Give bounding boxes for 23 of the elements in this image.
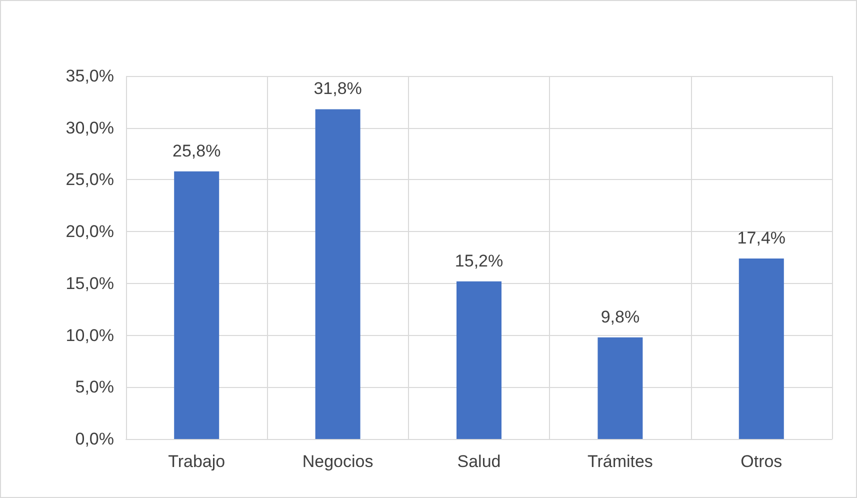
x-tick-label: Trámites xyxy=(587,452,653,471)
y-tick-label: 10,0% xyxy=(66,326,114,345)
x-tick-label: Salud xyxy=(457,452,501,471)
data-label: 15,2% xyxy=(454,251,504,270)
y-tick-label: 25,0% xyxy=(66,170,114,190)
bar xyxy=(315,109,360,439)
data-label: 17,4% xyxy=(737,228,786,248)
y-tick-label: 20,0% xyxy=(66,222,114,242)
y-tick-label: 15,0% xyxy=(66,274,114,293)
data-label: 9,8% xyxy=(600,307,640,326)
x-tick-label: Otros xyxy=(740,452,782,471)
bar xyxy=(598,337,643,439)
data-label: 25,8% xyxy=(172,141,221,160)
y-tick-label: 0,0% xyxy=(75,430,114,448)
bar xyxy=(738,258,784,439)
x-tick-label: Negocios xyxy=(302,452,374,471)
y-tick-label: 5,0% xyxy=(75,378,114,397)
x-tick-label: Trabajo xyxy=(168,452,226,471)
bar xyxy=(174,171,220,439)
y-tick-label: 35,0% xyxy=(66,66,114,86)
bar xyxy=(456,281,502,439)
y-tick-label: 30,0% xyxy=(66,118,114,138)
data-label: 31,8% xyxy=(314,79,362,98)
